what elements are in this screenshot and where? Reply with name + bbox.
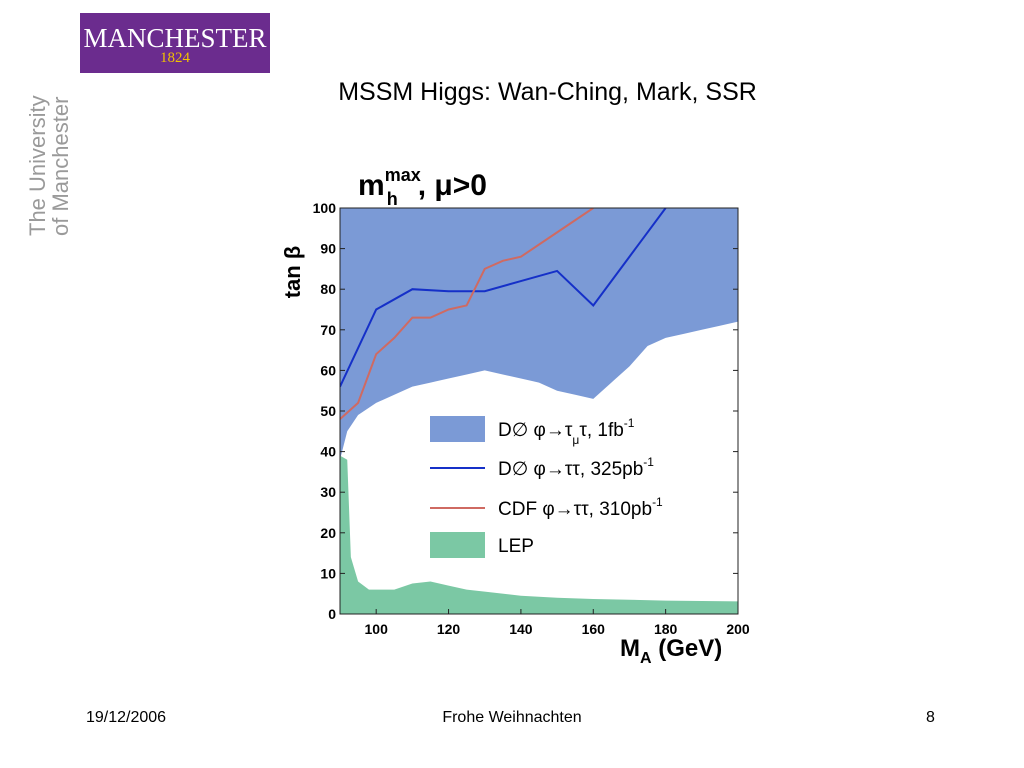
x-axis-label: MA (GeV) bbox=[620, 635, 722, 667]
y-tick-label: 70 bbox=[320, 322, 336, 338]
y-tick-label: 20 bbox=[320, 525, 336, 541]
logo-name: MANCHESTER bbox=[83, 23, 267, 53]
manchester-logo: MANCHESTER 1824 bbox=[80, 13, 270, 73]
x-tick-label: 200 bbox=[726, 621, 750, 637]
d0-325pb-line bbox=[340, 208, 667, 388]
y-tick-label: 50 bbox=[320, 403, 336, 419]
page-number: 8 bbox=[926, 709, 935, 726]
legend-d0-1fb-label: D∅ φ→τμτ, 1fb-1 bbox=[498, 416, 635, 447]
cdf-310pb-line bbox=[340, 208, 594, 420]
x-tick-label: 120 bbox=[437, 621, 461, 637]
legend-cdf-310pb-label: CDF φ→ττ, 310pb-1 bbox=[498, 495, 663, 520]
lep-excluded-area bbox=[340, 455, 738, 614]
slide-title: MSSM Higgs: Wan-Ching, Mark, SSR bbox=[338, 78, 757, 106]
legend-lep-swatch bbox=[430, 532, 485, 558]
x-tick-label: 100 bbox=[365, 621, 389, 637]
footer-center: Frohe Weihnachten bbox=[442, 709, 582, 726]
y-tick-label: 60 bbox=[320, 362, 336, 378]
logo-year: 1824 bbox=[160, 50, 190, 66]
legend-d0-325pb-label: D∅ φ→ττ, 325pb-1 bbox=[498, 455, 654, 480]
exclusion-chart: 0 10 20 30 40 50 60 70 80 90 100 100 120 140 160 180 200… bbox=[280, 165, 750, 667]
legend-lep-label: LEP bbox=[498, 536, 534, 557]
y-tick-label: 40 bbox=[320, 444, 336, 460]
y-tick-label: 10 bbox=[320, 565, 336, 581]
x-tick-label: 140 bbox=[509, 621, 533, 637]
y-tick-label: 30 bbox=[320, 484, 336, 500]
y-tick-label: 90 bbox=[320, 241, 336, 257]
d0-1fb-excluded-area bbox=[340, 208, 738, 460]
y-tick-label: 100 bbox=[313, 200, 337, 216]
footer-date: 19/12/2006 bbox=[86, 709, 167, 726]
x-tick-label: 160 bbox=[582, 621, 606, 637]
x-tick-label: 180 bbox=[654, 621, 678, 637]
y-tick-label: 0 bbox=[328, 606, 336, 622]
chart-title: mmax h, μ>0 bbox=[358, 165, 487, 209]
plot-area bbox=[340, 208, 738, 614]
y-tick-label: 80 bbox=[320, 281, 336, 297]
y-axis-label: tan β bbox=[280, 246, 305, 299]
legend-d0-1fb-swatch bbox=[430, 416, 485, 442]
